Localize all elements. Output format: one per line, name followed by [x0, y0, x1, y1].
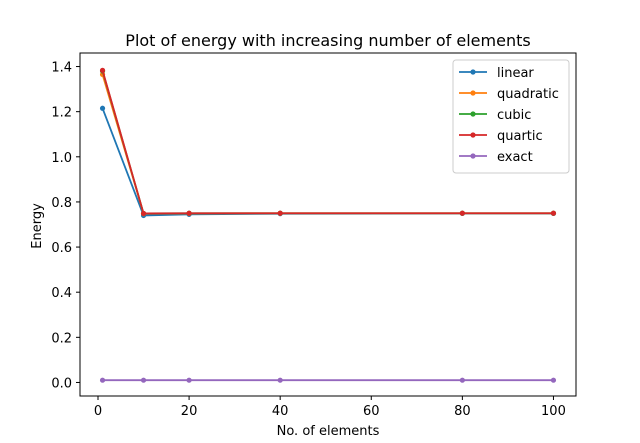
- y-tick-label: 1.0: [51, 151, 72, 166]
- legend-swatch-marker: [470, 132, 476, 138]
- x-tick-label: 80: [454, 404, 471, 419]
- y-tick-label: 1.2: [51, 106, 72, 121]
- legend: linear quadratic cubic quartic exact: [452, 59, 570, 174]
- y-tick-label: 1.4: [51, 61, 72, 76]
- legend-label: exact: [497, 150, 533, 165]
- data-point-exact: [277, 377, 283, 383]
- y-axis: 0.0 0.2 0.4 0.6 0.8 1.0 1.2 1.4: [51, 61, 80, 391]
- x-tick-label: 60: [363, 404, 380, 419]
- data-point-exact: [550, 377, 557, 383]
- legend-label: quartic: [497, 129, 543, 144]
- data-point-exact: [459, 377, 465, 383]
- y-axis-label: Energy: [30, 203, 45, 249]
- data-point-quartic: [140, 210, 147, 217]
- legend-swatch-marker: [470, 111, 476, 117]
- legend-label: quadratic: [497, 87, 559, 102]
- data-point-exact: [99, 377, 106, 383]
- legend-label: cubic: [497, 108, 531, 123]
- series-line-quartic: [101, 70, 554, 215]
- legend-item-exact: exact: [459, 150, 533, 165]
- data-point-quartic: [459, 210, 465, 216]
- y-tick-label: 0.8: [51, 196, 72, 211]
- plot-area: [79, 52, 577, 397]
- data-point-quartic: [550, 210, 557, 216]
- x-tick-label: 40: [272, 404, 289, 419]
- legend-item-quadratic: quadratic: [459, 87, 559, 102]
- y-tick-label: 0.2: [51, 331, 72, 346]
- legend-item-linear: linear: [459, 66, 534, 81]
- x-tick-label: 0: [94, 404, 102, 419]
- chart-title: Plot of energy with increasing number of…: [125, 31, 530, 50]
- legend-swatch-marker: [470, 90, 476, 96]
- legend-item-cubic: cubic: [459, 108, 531, 123]
- x-axis: 0 20 40 60 80 100: [94, 396, 566, 419]
- series-exact: [99, 377, 557, 383]
- legend-item-quartic: quartic: [459, 129, 543, 144]
- legend-box: [452, 59, 570, 174]
- x-axis-label: No. of elements: [277, 424, 380, 439]
- plot-frame: [79, 52, 577, 397]
- series-layer: [99, 67, 557, 383]
- data-point-quartic: [99, 67, 106, 73]
- legend-swatch-marker: [470, 153, 476, 159]
- data-point-quartic: [186, 210, 192, 216]
- legend-label: linear: [497, 66, 534, 81]
- y-tick-label: 0.6: [51, 241, 72, 256]
- x-tick-label: 20: [181, 404, 198, 419]
- data-point-quartic: [277, 210, 283, 216]
- y-tick-label: 0.0: [51, 376, 72, 391]
- data-point-linear: [99, 105, 106, 111]
- data-point-exact: [186, 377, 192, 383]
- y-tick-label: 0.4: [51, 286, 72, 301]
- series-quartic: [99, 67, 557, 217]
- x-tick-label: 100: [541, 404, 566, 419]
- data-point-exact: [140, 377, 147, 383]
- legend-swatch-marker: [470, 69, 476, 75]
